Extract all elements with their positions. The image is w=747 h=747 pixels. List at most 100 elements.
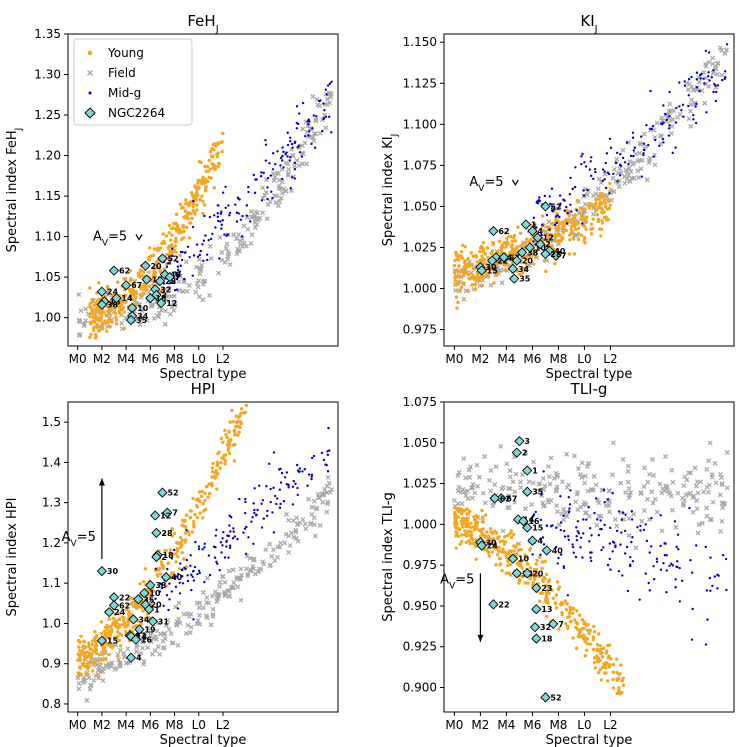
midg-point [293, 168, 297, 171]
field-point [631, 511, 636, 517]
young-point [124, 624, 128, 628]
midg-point [538, 196, 541, 199]
field-point [252, 225, 258, 231]
axes-frame [443, 33, 735, 347]
young-point [487, 536, 492, 541]
midg-point [296, 469, 300, 472]
young-point [582, 633, 586, 637]
midg-point [588, 526, 592, 530]
field-point [210, 606, 216, 612]
young-point [158, 572, 163, 576]
midg-point [649, 89, 652, 93]
young-point [517, 560, 521, 564]
midg-point [176, 260, 179, 264]
young-point [493, 543, 497, 547]
young-point [572, 607, 576, 611]
field-point [633, 545, 639, 551]
young-point [112, 616, 116, 621]
young-point [456, 300, 460, 305]
young-point [225, 442, 230, 447]
field-point [706, 458, 712, 464]
young-point [464, 265, 469, 269]
midg-point [555, 221, 558, 225]
young-point [583, 622, 587, 626]
young-point [511, 532, 516, 537]
young-point [128, 613, 132, 617]
field-point [113, 665, 119, 671]
chart-title: KIJ [580, 12, 597, 35]
field-point [614, 156, 620, 162]
young-point [185, 225, 189, 230]
field-point [300, 151, 306, 157]
midg-point [218, 257, 221, 260]
field-point [652, 162, 658, 168]
midg-point [239, 218, 243, 221]
field-point [214, 598, 220, 604]
young-point [579, 217, 583, 221]
y-tick-label: 1.000 [403, 517, 437, 531]
field-point [254, 210, 260, 216]
midg-point [242, 531, 245, 534]
young-point [504, 245, 508, 249]
field-point [151, 315, 157, 321]
young-point [144, 284, 148, 289]
midg-point [281, 146, 284, 149]
young-point [591, 635, 596, 639]
field-point [315, 492, 321, 497]
young-point [520, 266, 524, 270]
field-point [320, 499, 326, 505]
young-point [473, 266, 477, 271]
young-point [114, 315, 118, 320]
young-point [164, 234, 169, 238]
field-point [695, 490, 701, 496]
av-arrow-head [511, 179, 519, 186]
ngc2264-point [550, 250, 561, 261]
young-point [582, 626, 586, 631]
field-point [264, 216, 270, 222]
midg-point [264, 159, 268, 162]
y-tick-label: 1.025 [403, 240, 437, 254]
young-point [79, 634, 83, 638]
midg-point [168, 582, 171, 585]
field-point [582, 510, 588, 516]
young-point [123, 276, 128, 281]
midg-point [245, 204, 249, 207]
young-point [602, 662, 606, 666]
young-point [467, 539, 471, 543]
field-point [156, 310, 162, 316]
midg-point [596, 518, 599, 521]
midg-point [310, 477, 313, 481]
young-point [126, 619, 130, 624]
young-point [115, 624, 119, 629]
young-point [168, 548, 173, 552]
field-point [157, 651, 163, 657]
young-point [509, 535, 514, 540]
midg-point [695, 102, 698, 106]
midg-point [228, 524, 231, 527]
y-tick-label: 1.100 [403, 117, 437, 131]
young-point [462, 260, 467, 265]
young-point [513, 545, 518, 549]
midg-point [216, 204, 220, 207]
midg-point [568, 192, 572, 196]
midg-point [279, 481, 283, 484]
field-point [175, 642, 181, 648]
young-point [501, 550, 506, 554]
field-point [263, 190, 269, 196]
midg-point [582, 518, 585, 521]
ngc2264-point-label: 22 [498, 600, 509, 609]
young-point [573, 618, 577, 622]
young-point [472, 517, 477, 522]
midg-point [193, 565, 197, 569]
field-point [145, 625, 151, 631]
field-point [474, 462, 480, 468]
young-point [565, 602, 569, 606]
young-point [501, 539, 505, 543]
ngc2264-point-label: 30 [485, 538, 497, 547]
midg-point [324, 115, 328, 118]
young-point [509, 250, 514, 254]
field-point [596, 513, 602, 519]
midg-point [543, 194, 547, 198]
av-label-subscript: V [478, 184, 485, 194]
midg-point [645, 539, 649, 543]
